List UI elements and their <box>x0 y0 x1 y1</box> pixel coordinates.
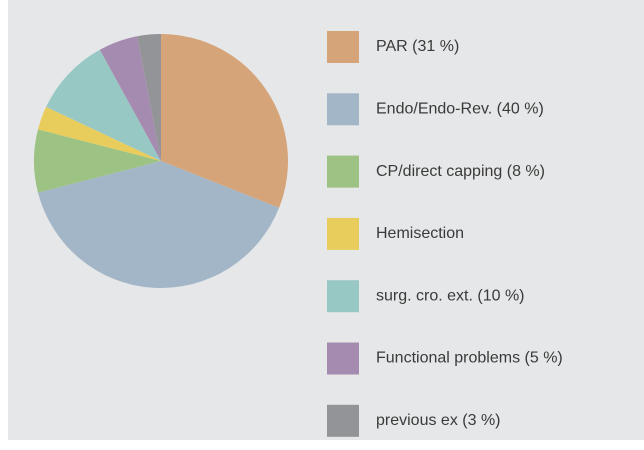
legend-swatch <box>327 31 359 63</box>
legend-swatch <box>327 342 359 375</box>
legend-label: PAR (31 %) <box>376 38 459 55</box>
pie-slice <box>37 106 161 161</box>
legend-swatch <box>327 280 359 313</box>
legend-swatch <box>327 404 359 437</box>
pie-slice <box>137 34 161 161</box>
legend-swatch <box>327 93 359 126</box>
legend-label: Endo/Endo-Rev. (40 %) <box>376 101 544 118</box>
legend-label: previous ex (3 %) <box>376 412 501 429</box>
legend-swatch <box>327 217 359 250</box>
pie-slice <box>46 49 162 161</box>
legend-label: CP/direct capping (8 %) <box>376 163 545 180</box>
pie-slice <box>161 34 288 208</box>
legend-label: Hemisection <box>376 225 464 242</box>
legend-swatch <box>327 155 359 188</box>
pie-slice <box>34 129 161 193</box>
legend-label: surg. cro. ext. (10 %) <box>376 287 525 304</box>
pie-slice <box>37 161 280 288</box>
pie-slice <box>99 36 161 161</box>
legend-label: Functional problems (5 %) <box>376 350 563 367</box>
